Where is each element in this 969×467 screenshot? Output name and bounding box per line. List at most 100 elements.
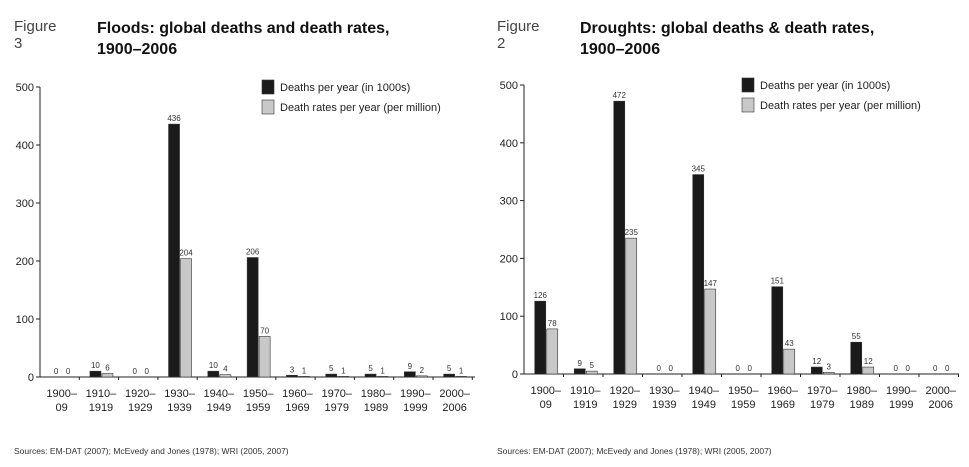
bar-deaths (534, 300, 547, 375)
data-label: 55 (852, 332, 861, 341)
data-label: 1 (302, 366, 307, 375)
x-tick-label: 1979 (325, 402, 349, 414)
data-label: 1 (341, 366, 346, 375)
data-label: 0 (133, 367, 138, 376)
bar-death-rate (862, 366, 875, 375)
x-tick-label: 1950– (243, 388, 274, 400)
bar-death-rate (822, 371, 835, 375)
bar-deaths (810, 366, 823, 375)
data-label: 6 (105, 364, 110, 373)
x-tick-label: 1900– (530, 385, 561, 397)
data-label: 3 (290, 365, 295, 374)
data-label: 78 (548, 319, 557, 328)
x-tick-label: 1959 (246, 402, 270, 414)
bar-deaths (850, 341, 863, 375)
figure-label: Figure 2 (497, 18, 540, 52)
x-tick-label: 1950– (728, 385, 759, 397)
x-tick-label: 1920– (609, 385, 640, 397)
bar-death-rate (455, 376, 467, 378)
y-tick-label: 200 (500, 253, 518, 265)
x-tick-label: 1939 (167, 402, 191, 414)
bar-deaths (168, 123, 180, 378)
x-tick-label: 1970– (321, 388, 352, 400)
x-tick-label: 1949 (692, 399, 716, 411)
bar-deaths (364, 373, 377, 378)
bar-death-rate (416, 375, 428, 378)
data-label: 0 (906, 364, 911, 373)
x-tick-label: 09 (540, 399, 552, 411)
legend-swatch-death-rate (261, 99, 275, 115)
x-tick-label: 2006 (929, 399, 953, 411)
x-tick-label: 1960– (282, 388, 313, 400)
data-label: 436 (167, 114, 181, 123)
data-label: 126 (534, 291, 548, 300)
data-label: 12 (864, 357, 873, 366)
bar-deaths (692, 174, 705, 375)
x-tick-label: 1919 (573, 399, 597, 411)
legend-swatch-deaths (261, 79, 275, 95)
y-tick-label: 500 (500, 80, 518, 92)
y-tick-label: 100 (500, 311, 518, 323)
x-tick-label: 1999 (889, 399, 913, 411)
data-label: 5 (590, 361, 595, 370)
chart-title-line1: Floods: global deaths and death rates, (97, 20, 390, 37)
chart-title-line1: Droughts: global deaths & death rates, (580, 20, 875, 37)
data-label: 147 (704, 279, 718, 288)
bar-death-rate (337, 376, 350, 378)
data-label: 151 (771, 277, 785, 286)
bar-deaths (325, 373, 338, 378)
bar-death-rate (219, 374, 232, 378)
x-tick-label: 1920– (125, 388, 156, 400)
x-tick-label: 1930– (649, 385, 680, 397)
x-tick-label: 1980– (846, 385, 877, 397)
bar-death-rate (258, 336, 271, 378)
source-note: Sources: EM-DAT (2007); McEvedy and Jone… (14, 446, 289, 456)
bar-death-rate (101, 373, 114, 378)
x-tick-label: 1980– (361, 388, 392, 400)
data-label: 0 (894, 364, 899, 373)
bar-deaths (771, 286, 784, 375)
x-tick-label: 1959 (731, 399, 755, 411)
x-tick-label: 1940– (204, 388, 235, 400)
bar-deaths (286, 374, 298, 378)
x-tick-label: 09 (56, 402, 68, 414)
data-label: 0 (66, 367, 71, 376)
x-tick-label: 1910– (86, 388, 117, 400)
x-tick-label: 1999 (403, 402, 427, 414)
x-tick-label: 1919 (89, 402, 113, 414)
x-tick-label: 1989 (850, 399, 874, 411)
data-label: 9 (578, 359, 583, 368)
data-label: 0 (54, 367, 59, 376)
data-label: 10 (91, 361, 100, 370)
bar-deaths (573, 368, 586, 375)
y-tick-label: 100 (16, 314, 34, 326)
chart-title-line2: 1900–2006 (97, 41, 178, 58)
y-tick-label: 200 (16, 256, 34, 268)
y-tick-label: 300 (500, 196, 518, 208)
bar-death-rate (546, 328, 559, 375)
data-label: 9 (408, 362, 413, 371)
data-label: 0 (748, 364, 753, 373)
data-label: 43 (785, 339, 794, 348)
bar-death-rate (376, 376, 389, 378)
data-label: 0 (945, 364, 950, 373)
x-tick-label: 2006 (442, 402, 466, 414)
x-tick-label: 1949 (207, 402, 231, 414)
data-label: 0 (933, 364, 938, 373)
data-label: 3 (827, 362, 832, 371)
x-tick-label: 1990– (400, 388, 431, 400)
figure-label: Figure 3 (14, 18, 57, 52)
data-label: 206 (246, 248, 260, 257)
data-label: 0 (145, 367, 150, 376)
x-tick-label: 1940– (688, 385, 719, 397)
x-tick-label: 2000– (925, 385, 956, 397)
data-label: 5 (447, 364, 452, 373)
bar-deaths (404, 371, 416, 378)
legend-label: Death rates per year (per million) (280, 102, 441, 114)
bar-deaths (613, 100, 626, 375)
legend-label: Deaths per year (in 1000s) (280, 82, 410, 94)
data-label: 70 (260, 326, 269, 335)
y-tick-label: 400 (16, 140, 34, 152)
bar-death-rate (180, 258, 192, 378)
